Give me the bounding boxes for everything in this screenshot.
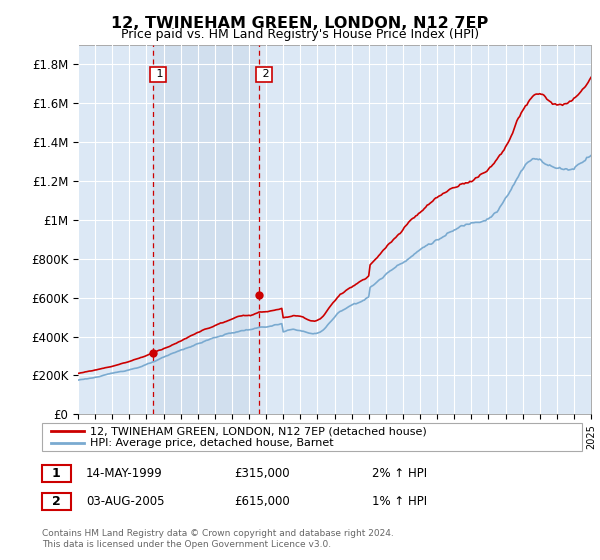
Text: £615,000: £615,000	[234, 494, 290, 508]
Text: Price paid vs. HM Land Registry's House Price Index (HPI): Price paid vs. HM Land Registry's House …	[121, 28, 479, 41]
Text: 1: 1	[52, 466, 61, 480]
Text: 03-AUG-2005: 03-AUG-2005	[86, 494, 164, 508]
Text: Contains HM Land Registry data © Crown copyright and database right 2024.
This d: Contains HM Land Registry data © Crown c…	[42, 529, 394, 549]
Text: 12, TWINEHAM GREEN, LONDON, N12 7EP (detached house): 12, TWINEHAM GREEN, LONDON, N12 7EP (det…	[90, 426, 427, 436]
Bar	[153, 45, 259, 414]
Text: 12, TWINEHAM GREEN, LONDON, N12 7EP: 12, TWINEHAM GREEN, LONDON, N12 7EP	[112, 16, 488, 31]
Text: HPI: Average price, detached house, Barnet: HPI: Average price, detached house, Barn…	[90, 438, 334, 448]
Text: 2: 2	[259, 69, 269, 80]
Text: 1: 1	[153, 69, 163, 80]
Text: 1% ↑ HPI: 1% ↑ HPI	[372, 494, 427, 508]
Text: 2% ↑ HPI: 2% ↑ HPI	[372, 466, 427, 480]
Text: 14-MAY-1999: 14-MAY-1999	[86, 466, 163, 480]
Text: £315,000: £315,000	[234, 466, 290, 480]
Text: 2: 2	[52, 494, 61, 508]
